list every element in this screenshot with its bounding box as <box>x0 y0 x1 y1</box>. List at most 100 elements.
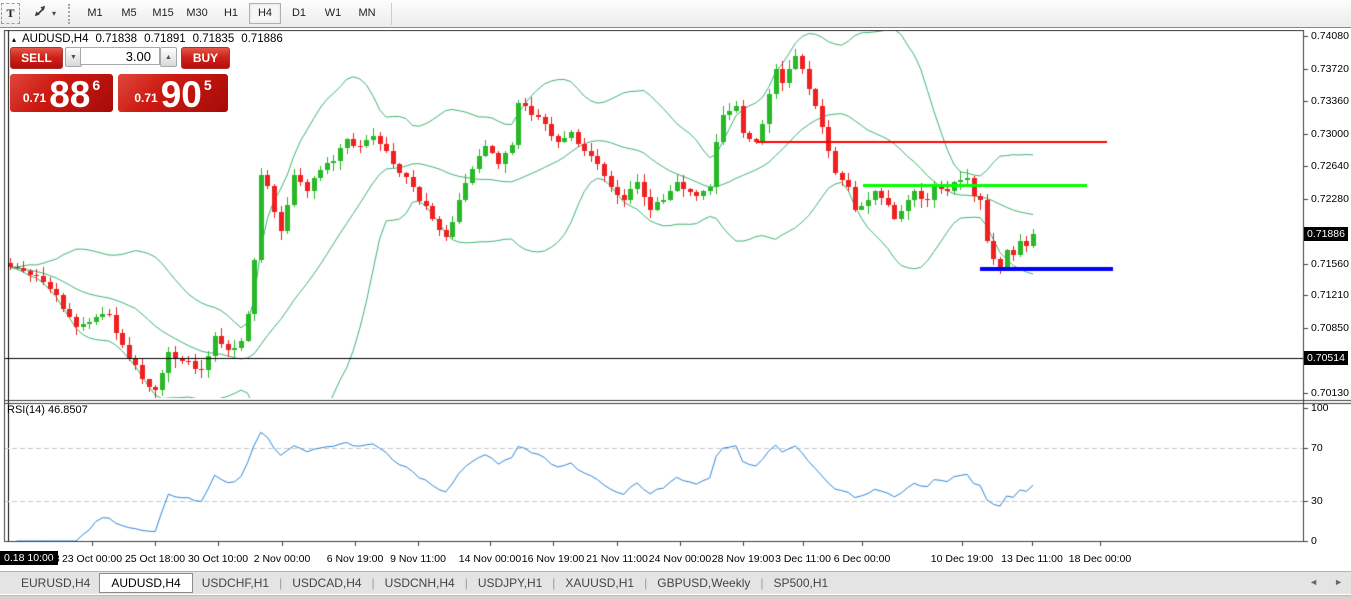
time-tick-label: 2 Nov 00:00 <box>253 553 311 565</box>
top-toolbar: T ▾ M1 M5 M15 M30 H1 H4 D1 W1 MN <box>0 0 1351 28</box>
ohlc-high: 0.71891 <box>144 33 186 45</box>
text-tool-button[interactable]: T <box>1 3 20 24</box>
arrows-icon <box>32 3 48 24</box>
ohlc-low: 0.71835 <box>192 33 235 45</box>
text-tool-icon: T <box>6 6 15 20</box>
buy-price-big: 90 <box>160 74 202 115</box>
tab-separator: | <box>644 576 648 590</box>
tab-separator: | <box>552 576 556 590</box>
price-tick-label: 0.73720 <box>1311 62 1349 75</box>
one-click-trading-panel: SELL ▼ 3.00 ▲ BUY 0.71 88 6 0.71 90 5 <box>10 47 230 115</box>
price-tick-label: 0.70130 <box>1311 387 1349 399</box>
price-tick-label: 0.73360 <box>1311 95 1349 108</box>
tab-gbpusd-weekly[interactable]: GBPUSD,Weekly <box>657 576 751 590</box>
volume-input[interactable]: 3.00 <box>80 47 160 65</box>
buy-price-pip: 5 <box>203 77 212 93</box>
tab-scroll-left-icon[interactable]: ◄ <box>1309 577 1319 587</box>
price-tick-label: 0.73000 <box>1311 127 1349 140</box>
tab-scroll-right-icon[interactable]: ► <box>1334 577 1343 587</box>
arrows-tool-button[interactable]: ▾ <box>32 3 56 24</box>
collapse-panel-icon[interactable]: ▴ <box>12 34 17 44</box>
ohlc-close: 0.71886 <box>241 33 283 45</box>
chevron-down-icon[interactable]: ▾ <box>52 9 57 18</box>
timeframe-m5[interactable]: M5 <box>121 7 137 19</box>
rsi-tick-label: 30 <box>1311 495 1323 508</box>
tab-xauusd-h1[interactable]: XAUUSD,H1 <box>565 576 635 590</box>
tab-scroll-arrows: ◄ ► <box>1309 577 1343 587</box>
time-tick-label: 24 Nov 00:00 <box>648 553 712 565</box>
buy-price-display[interactable]: 0.71 90 5 <box>118 74 228 115</box>
timeframe-mn[interactable]: MN <box>358 7 376 19</box>
chart-tabbar: EURUSD,H4 AUDUSD,H4 USDCHF,H1 | USDCAD,H4 | US… <box>0 571 1351 594</box>
timeframe-m1[interactable]: M1 <box>87 7 103 19</box>
timeframe-d1[interactable]: D1 <box>291 7 307 19</box>
time-tick-label: 25 Oct 18:00 <box>124 553 186 565</box>
sell-button[interactable]: SELL <box>10 47 63 69</box>
price-tick-label: 0.72640 <box>1311 160 1349 173</box>
time-tick-label: 28 Nov 19:00 <box>711 553 775 565</box>
chart-symbol-label: AUDUSD,H4 <box>22 33 89 45</box>
rsi-indicator-label: RSI(14) 46.8507 <box>7 404 88 416</box>
crosshair-price-box: 0.70514 <box>1304 351 1348 366</box>
time-axis[interactable]: 0.18 10:00 18 23 Oct 00:00 25 Oct 18:00 30… <box>0 541 1303 570</box>
price-chart-canvas[interactable] <box>0 30 1351 571</box>
time-tick-label: 14 Nov 00:00 <box>458 553 522 565</box>
tab-eurusd-h4[interactable]: EURUSD,H4 <box>21 576 91 590</box>
spin-up-icon: ▲ <box>165 53 172 61</box>
ohlc-open: 0.71838 <box>95 33 138 45</box>
time-tick-label: 6 Dec 00:00 <box>833 553 891 565</box>
sell-price-prefix: 0.71 <box>22 91 47 105</box>
timeframe-h1[interactable]: H1 <box>223 7 239 19</box>
spin-down-icon: ▼ <box>70 53 77 61</box>
time-tick-label: 13 Dec 11:00 <box>1001 553 1063 565</box>
volume-stepper-up[interactable]: ▲ <box>160 47 177 67</box>
current-price-box: 0.71886 <box>1304 227 1348 242</box>
timeframe-w1[interactable]: W1 <box>324 7 342 19</box>
time-tick-label: 23 Oct 00:00 <box>61 553 123 565</box>
time-tick-label: 3 Dec 11:00 <box>775 553 831 565</box>
tab-audusd-h4[interactable]: AUDUSD,H4 <box>99 573 193 593</box>
sell-price-pip: 6 <box>92 77 101 93</box>
rsi-tick-label: 0 <box>1311 535 1317 547</box>
price-tick-label: 0.71560 <box>1311 257 1349 270</box>
price-axis[interactable]: 0.74080 0.73720 0.73360 0.73000 0.72640 0.722… <box>1304 30 1351 575</box>
time-tick-label: 16 Nov 19:00 <box>521 553 585 565</box>
tab-separator: | <box>371 576 375 590</box>
chart-tabs: EURUSD,H4 AUDUSD,H4 USDCHF,H1 | USDCAD,H4 | US… <box>12 573 837 593</box>
sell-price-display[interactable]: 0.71 88 6 <box>10 74 113 115</box>
tab-usdchf-h1[interactable]: USDCHF,H1 <box>201 576 270 590</box>
time-tick-label: 10 Dec 19:00 <box>930 553 994 565</box>
buy-price-prefix: 0.71 <box>134 91 158 105</box>
time-tick-label: 6 Nov 19:00 <box>326 553 384 565</box>
tab-separator: | <box>464 576 468 590</box>
timeframe-m15[interactable]: M15 <box>152 7 174 19</box>
rsi-tick-label: 100 <box>1311 402 1329 414</box>
tab-sp500-h1[interactable]: SP500,H1 <box>773 576 829 590</box>
chart-title: ▴ AUDUSD,H4 0.71838 0.71891 0.71835 0.71… <box>12 33 283 45</box>
toolbar-grip[interactable] <box>68 3 71 24</box>
tab-usdjpy-h1[interactable]: USDJPY,H1 <box>477 576 543 590</box>
time-tick-label: 21 Nov 11:00 <box>586 553 648 565</box>
tab-usdcad-h4[interactable]: USDCAD,H4 <box>292 576 362 590</box>
time-tick-label: 30 Oct 10:00 <box>187 553 249 565</box>
rsi-tick-label: 70 <box>1311 441 1323 454</box>
price-tick-label: 0.71210 <box>1311 289 1349 302</box>
status-strip <box>0 595 1351 599</box>
tab-separator: | <box>279 576 283 590</box>
tab-usdcnh-h4[interactable]: USDCNH,H4 <box>384 576 455 590</box>
timeframe-m30[interactable]: M30 <box>186 7 208 19</box>
time-axis-partial-label: 18 <box>48 553 60 565</box>
sell-price-big: 88 <box>49 74 91 115</box>
timeframe-h4[interactable]: H4 <box>249 3 282 24</box>
timeframe-buttons: M1 M5 M15 M30 H1 H4 D1 W1 MN <box>78 3 384 24</box>
time-tick-label: 9 Nov 11:00 <box>390 553 446 565</box>
crosshair-time-box: 0.18 10:00 <box>0 551 58 565</box>
time-tick-label: 18 Dec 00:00 <box>1068 553 1132 565</box>
toolbar-separator <box>391 2 393 25</box>
price-tick-label: 0.74080 <box>1311 30 1349 42</box>
price-tick-label: 0.72280 <box>1311 192 1349 205</box>
price-tick-label: 0.70850 <box>1311 321 1349 334</box>
tab-separator: | <box>760 576 764 590</box>
buy-button[interactable]: BUY <box>181 47 230 69</box>
